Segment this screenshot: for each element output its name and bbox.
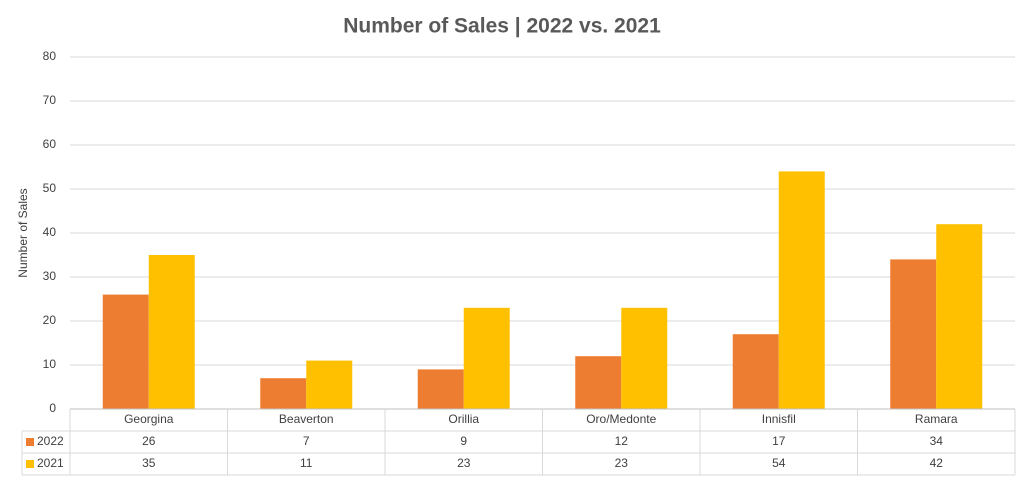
table-value: 35	[142, 456, 156, 470]
y-tick-label: 60	[43, 137, 57, 151]
y-tick-label: 10	[43, 357, 57, 371]
y-tick-label: 70	[43, 93, 57, 107]
bar	[148, 255, 195, 409]
bar	[417, 369, 464, 409]
table-value: 42	[930, 456, 944, 470]
table-value: 34	[930, 434, 944, 448]
x-tick-label: Ramara	[915, 412, 958, 426]
table-value: 17	[772, 434, 786, 448]
x-tick-label: Georgina	[124, 412, 174, 426]
legend-swatch	[26, 438, 34, 446]
bar	[102, 294, 149, 409]
table-value: 11	[300, 456, 313, 470]
x-tick-label: Beaverton	[279, 412, 334, 426]
x-tick-label: Innisfil	[762, 412, 796, 426]
chart-title: Number of Sales | 2022 vs. 2021	[343, 15, 661, 38]
y-tick-label: 80	[43, 49, 57, 63]
bar	[575, 356, 622, 409]
table-value: 54	[772, 456, 786, 470]
table-value: 12	[615, 434, 629, 448]
y-axis-label: Number of Sales	[16, 188, 30, 277]
legend-label: 2021	[37, 456, 64, 470]
bar	[890, 259, 937, 409]
table-value: 26	[142, 434, 156, 448]
bar	[778, 171, 825, 409]
y-tick-label: 20	[43, 313, 57, 327]
bar	[306, 360, 353, 409]
legend-label: 2022	[37, 434, 64, 448]
y-tick-label: 40	[43, 225, 57, 239]
y-tick-label: 0	[49, 401, 56, 415]
y-tick-label: 50	[43, 181, 57, 195]
bar	[936, 224, 983, 409]
table-value: 7	[303, 434, 310, 448]
x-tick-label: Oro/Medonte	[586, 412, 656, 426]
x-tick-label: Orillia	[448, 412, 479, 426]
bar	[260, 378, 307, 409]
bar	[621, 307, 668, 409]
table-value: 23	[457, 456, 471, 470]
y-tick-label: 30	[43, 269, 57, 283]
table-value: 23	[615, 456, 629, 470]
legend-swatch	[26, 460, 34, 468]
table-value: 9	[460, 434, 467, 448]
bar	[463, 307, 510, 409]
bar	[732, 334, 779, 409]
